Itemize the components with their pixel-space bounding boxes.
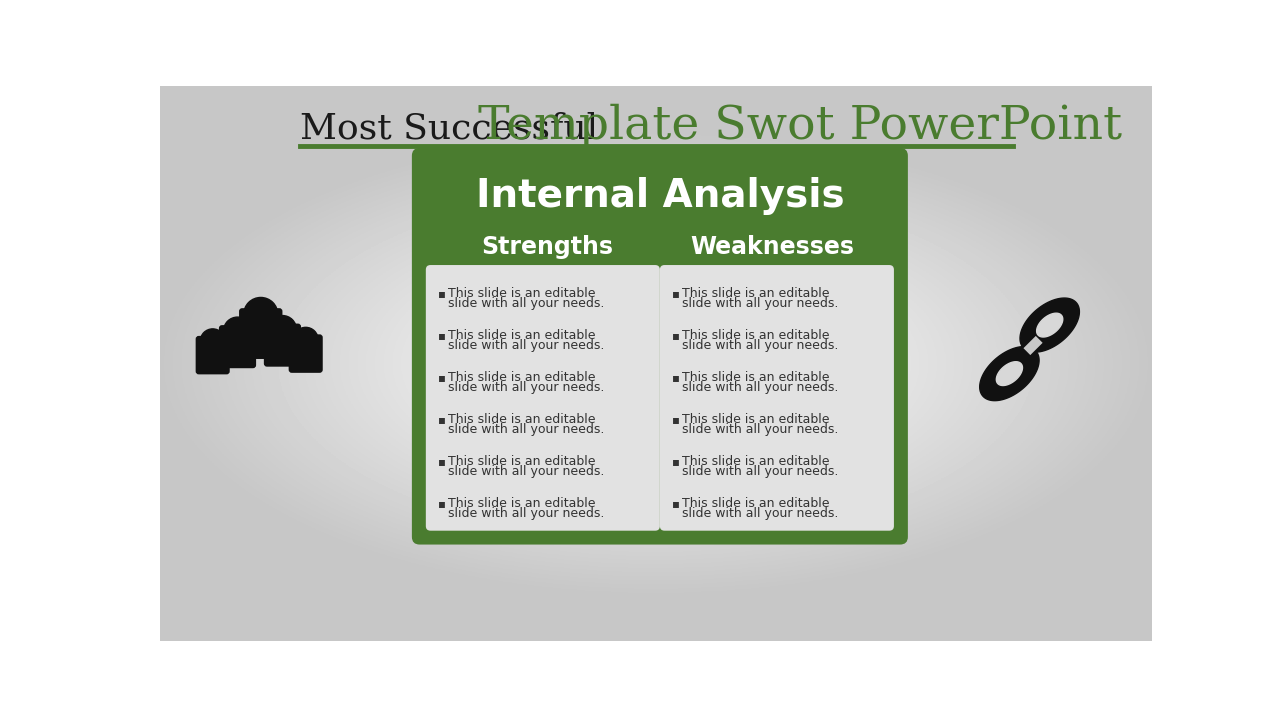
- Text: Strengths: Strengths: [481, 235, 613, 258]
- Text: This slide is an editable: This slide is an editable: [681, 371, 829, 384]
- FancyBboxPatch shape: [264, 323, 301, 366]
- Circle shape: [224, 317, 251, 345]
- Text: This slide is an editable: This slide is an editable: [681, 455, 829, 468]
- Text: slide with all your needs.: slide with all your needs.: [681, 297, 838, 310]
- Text: ▪: ▪: [672, 413, 680, 426]
- Text: slide with all your needs.: slide with all your needs.: [448, 507, 604, 520]
- Polygon shape: [1037, 313, 1062, 337]
- Text: ▪: ▪: [672, 287, 680, 300]
- Circle shape: [200, 329, 225, 354]
- Text: This slide is an editable: This slide is an editable: [681, 497, 829, 510]
- FancyBboxPatch shape: [219, 325, 256, 368]
- Text: ▪: ▪: [438, 371, 447, 384]
- Text: slide with all your needs.: slide with all your needs.: [448, 338, 604, 351]
- Text: ▪: ▪: [672, 371, 680, 384]
- Text: Template Swot PowerPoint: Template Swot PowerPoint: [477, 104, 1121, 149]
- Text: ▪: ▪: [672, 328, 680, 341]
- Text: slide with all your needs.: slide with all your needs.: [681, 423, 838, 436]
- Text: Internal Analysis: Internal Analysis: [476, 176, 845, 215]
- Polygon shape: [979, 346, 1039, 400]
- Circle shape: [243, 297, 278, 331]
- Text: slide with all your needs.: slide with all your needs.: [681, 464, 838, 478]
- FancyBboxPatch shape: [239, 308, 283, 359]
- Text: ▪: ▪: [438, 328, 447, 341]
- Text: slide with all your needs.: slide with all your needs.: [448, 381, 604, 394]
- Text: slide with all your needs.: slide with all your needs.: [448, 464, 604, 478]
- Text: ▪: ▪: [672, 497, 680, 510]
- Text: slide with all your needs.: slide with all your needs.: [448, 423, 604, 436]
- Text: ▪: ▪: [438, 287, 447, 300]
- Text: ▪: ▪: [438, 497, 447, 510]
- Text: This slide is an editable: This slide is an editable: [448, 455, 595, 468]
- Text: This slide is an editable: This slide is an editable: [681, 287, 829, 300]
- Circle shape: [293, 328, 319, 352]
- Text: slide with all your needs.: slide with all your needs.: [681, 338, 838, 351]
- Text: This slide is an editable: This slide is an editable: [448, 497, 595, 510]
- Text: This slide is an editable: This slide is an editable: [681, 413, 829, 426]
- Polygon shape: [996, 361, 1023, 385]
- Text: ▪: ▪: [438, 413, 447, 426]
- Polygon shape: [1020, 298, 1079, 352]
- FancyBboxPatch shape: [426, 265, 660, 531]
- Text: slide with all your needs.: slide with all your needs.: [681, 381, 838, 394]
- FancyBboxPatch shape: [289, 334, 323, 373]
- Text: slide with all your needs.: slide with all your needs.: [448, 297, 604, 310]
- Text: ▪: ▪: [672, 455, 680, 468]
- FancyBboxPatch shape: [196, 336, 229, 374]
- Text: This slide is an editable: This slide is an editable: [448, 328, 595, 341]
- Text: Most Successful: Most Successful: [300, 112, 609, 145]
- Text: slide with all your needs.: slide with all your needs.: [681, 507, 838, 520]
- FancyBboxPatch shape: [660, 265, 893, 531]
- Text: Weaknesses: Weaknesses: [691, 235, 855, 258]
- Circle shape: [269, 315, 297, 343]
- Text: This slide is an editable: This slide is an editable: [448, 413, 595, 426]
- Text: This slide is an editable: This slide is an editable: [448, 287, 595, 300]
- Text: This slide is an editable: This slide is an editable: [448, 371, 595, 384]
- FancyBboxPatch shape: [412, 148, 908, 544]
- Text: ▪: ▪: [438, 455, 447, 468]
- Text: This slide is an editable: This slide is an editable: [681, 328, 829, 341]
